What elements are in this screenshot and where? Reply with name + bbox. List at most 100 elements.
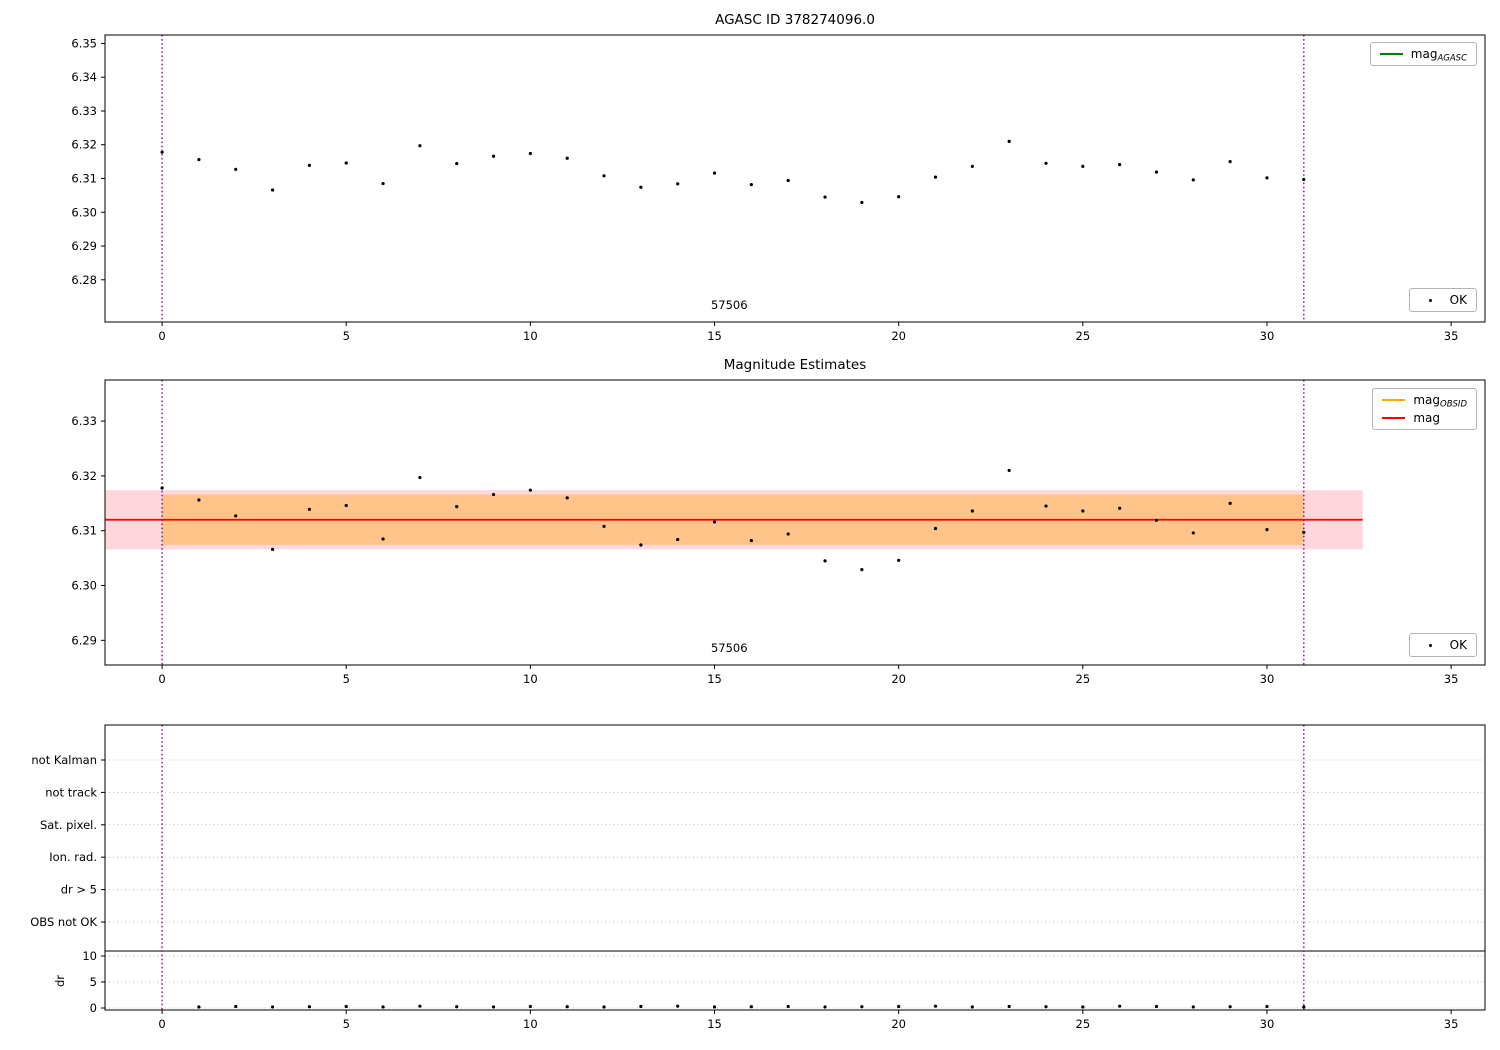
legend-item-mag: mag xyxy=(1382,411,1467,425)
mag-line-swatch xyxy=(1382,417,1406,419)
legend-label: OK xyxy=(1449,293,1467,307)
dr-data-point xyxy=(491,1005,496,1009)
data-point xyxy=(860,568,864,572)
dr-data-point xyxy=(712,1005,717,1009)
data-point xyxy=(749,182,753,187)
x-tick-label: 35 xyxy=(1444,672,1459,686)
legend-label: OK xyxy=(1449,638,1467,652)
x-tick-label: 25 xyxy=(1076,1017,1091,1031)
data-point xyxy=(602,524,606,528)
obsid-label: 57506 xyxy=(711,641,748,655)
data-point xyxy=(160,486,164,490)
x-tick-label: 5 xyxy=(343,329,350,343)
x-tick-label: 25 xyxy=(1076,329,1091,343)
axes-frame xyxy=(104,379,1486,666)
flag-category-label: Ion. rad. xyxy=(49,850,97,864)
data-point xyxy=(712,520,717,524)
plot1-legend: magAGASC xyxy=(1369,42,1477,66)
data-point xyxy=(970,164,974,168)
data-point xyxy=(1191,178,1195,182)
dr-data-point xyxy=(1118,1004,1122,1008)
x-tick-label: 0 xyxy=(158,672,165,686)
data-point xyxy=(970,509,974,513)
data-point xyxy=(1154,518,1159,522)
x-tick-label: 15 xyxy=(707,1017,722,1031)
data-point xyxy=(418,475,422,480)
dr-data-point xyxy=(602,1005,606,1009)
x-tick-label: 10 xyxy=(523,1017,538,1031)
x-tick-label: 30 xyxy=(1260,672,1275,686)
x-tick-label: 30 xyxy=(1260,329,1275,343)
data-point xyxy=(1081,509,1085,513)
y-tick-label: 6.34 xyxy=(71,70,97,84)
data-point xyxy=(381,537,385,541)
y-tick-label: 6.32 xyxy=(71,469,97,483)
data-point xyxy=(1228,160,1232,164)
dr-data-point xyxy=(528,1004,532,1009)
dr-data-point xyxy=(1191,1005,1195,1009)
flag-category-label: dr > 5 xyxy=(61,883,97,897)
dr-data-point xyxy=(1154,1004,1159,1009)
x-tick-label: 15 xyxy=(707,329,722,343)
legend-item-mag-obsid: magOBSID xyxy=(1382,393,1467,410)
data-point xyxy=(270,547,275,551)
x-tick-label: 30 xyxy=(1260,1017,1275,1031)
plot2-title: Magnitude Estimates xyxy=(723,357,867,373)
data-point xyxy=(823,195,827,199)
data-point xyxy=(381,181,385,186)
dr-data-point xyxy=(1265,1004,1269,1009)
legend-label-main: mag xyxy=(1413,411,1441,425)
data-point xyxy=(897,558,901,562)
x-tick-label: 20 xyxy=(891,1017,906,1031)
ok-marker-icon xyxy=(1428,298,1432,302)
data-point xyxy=(197,498,201,502)
data-point xyxy=(639,543,643,547)
data-point xyxy=(307,507,312,511)
x-tick-label: 20 xyxy=(891,329,906,343)
dr-data-point xyxy=(823,1005,827,1009)
y-tick-label: 6.29 xyxy=(71,239,97,253)
dr-tick-label: 5 xyxy=(90,975,97,989)
data-point xyxy=(234,167,238,171)
data-point xyxy=(1044,504,1048,508)
plot2-ok-legend: OK xyxy=(1408,633,1477,657)
legend-label: magAGASC xyxy=(1410,47,1467,64)
data-point xyxy=(749,538,753,543)
dr-tick-label: 0 xyxy=(90,1001,97,1015)
x-tick-label: 0 xyxy=(158,329,165,343)
dr-data-point xyxy=(676,1004,680,1008)
data-point xyxy=(455,505,459,509)
dr-data-point xyxy=(1302,1005,1306,1009)
dr-data-point xyxy=(197,1005,201,1009)
x-tick-label: 15 xyxy=(707,672,722,686)
dr-data-point xyxy=(381,1005,385,1009)
flag-category-label: Sat. pixel. xyxy=(40,818,97,832)
data-point xyxy=(344,161,348,165)
x-tick-label: 5 xyxy=(343,672,350,686)
dr-tick-label: 10 xyxy=(82,949,97,963)
data-point xyxy=(565,156,569,160)
plot2-legend: magOBSID mag xyxy=(1372,388,1477,430)
data-point xyxy=(933,175,938,179)
data-point xyxy=(307,163,312,167)
data-point xyxy=(1044,161,1048,165)
x-tick-label: 25 xyxy=(1076,672,1091,686)
y-tick-label: 6.29 xyxy=(71,633,97,647)
legend-label-sub: OBSID xyxy=(1440,399,1467,410)
dr-data-point xyxy=(307,1005,312,1009)
data-point xyxy=(565,496,569,500)
dr-data-point xyxy=(933,1004,938,1008)
dr-data-point xyxy=(344,1004,348,1009)
dr-data-point xyxy=(234,1004,238,1009)
data-point xyxy=(1007,468,1011,473)
mag-agasc-line-swatch xyxy=(1379,53,1403,55)
data-point xyxy=(528,488,532,492)
data-point xyxy=(491,154,496,158)
legend-label-main: mag xyxy=(1410,47,1438,61)
data-point xyxy=(270,188,275,192)
dr-data-point xyxy=(897,1004,901,1009)
y-tick-label: 6.31 xyxy=(71,172,97,186)
data-point xyxy=(712,171,717,175)
data-point xyxy=(160,150,164,154)
